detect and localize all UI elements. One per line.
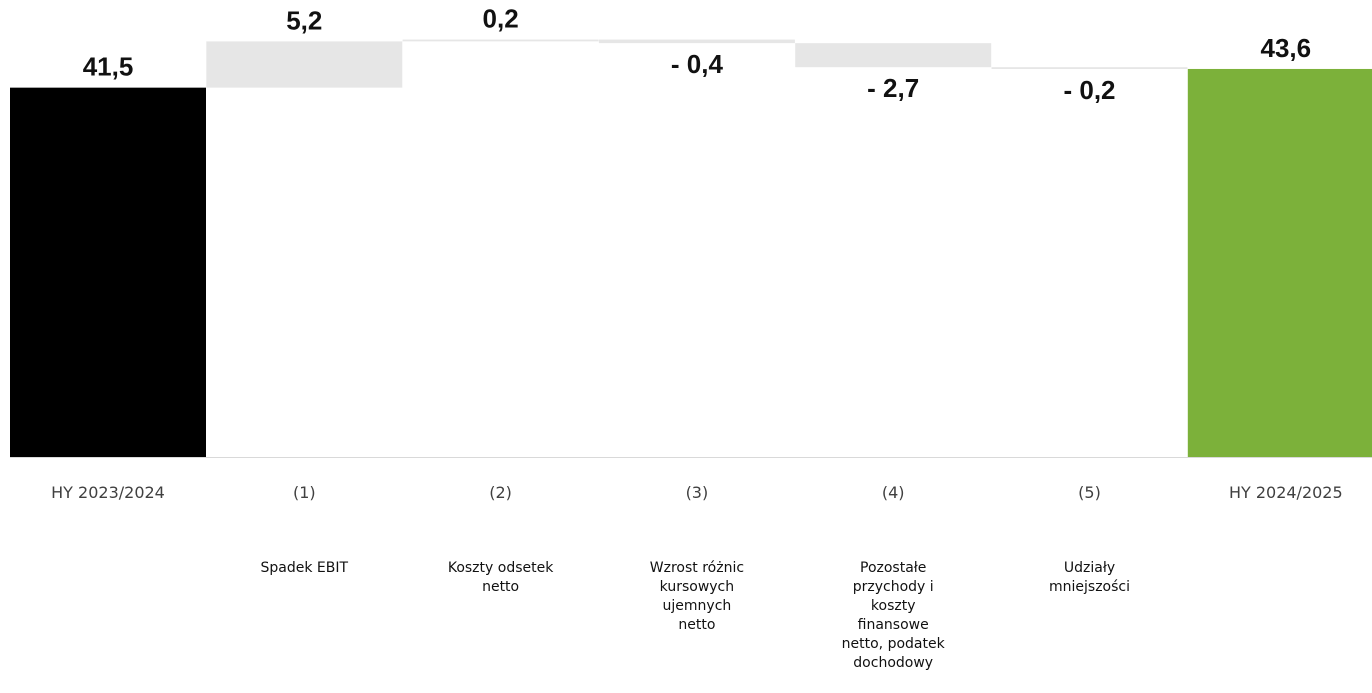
bar-7 (1187, 68, 1372, 458)
value-label-7: 43,6 (1260, 33, 1311, 63)
description-label-2-line-1: Spadek EBIT (261, 560, 349, 576)
category-label-3: (2) (489, 483, 512, 502)
category-label-1: HY 2023/2024 (51, 483, 165, 502)
description-label-5-line-3: koszty (871, 598, 916, 614)
description-labels-group: Spadek EBIT Koszty odsetek netto Wzrost róż… (261, 560, 1130, 671)
description-label-6-line-2: mniejszości (1049, 579, 1130, 595)
value-label-4: - 0,4 (671, 49, 724, 79)
bar-1 (10, 87, 206, 458)
description-label-3-line-2: netto (482, 579, 519, 595)
bars-group (10, 39, 1372, 458)
description-label-5-line-1: Pozostałe (860, 560, 926, 576)
description-label-5-line-5: netto, podatek (842, 636, 946, 652)
category-label-7: HY 2024/2025 (1229, 483, 1343, 502)
category-label-6: (5) (1078, 483, 1101, 502)
description-label-5-line-6: dochodowy (853, 655, 933, 671)
description-label-5-line-2: przychody i (853, 579, 934, 595)
description-label-4-line-4: netto (678, 617, 715, 633)
bar-6 (991, 67, 1188, 69)
description-label-3-line-1: Koszty odsetek (448, 560, 554, 576)
value-label-2: 5,2 (286, 5, 322, 35)
bar-5 (795, 43, 992, 68)
bar-3 (402, 39, 599, 42)
description-label-4-line-3: ujemnych (663, 598, 732, 614)
value-labels-group: 41,5 5,2 0,2 - 0,4 - 2,7 - 0,2 43,6 (83, 4, 1311, 105)
category-labels-group: HY 2023/2024 (1) (2) (3) (4) (5) HY 2024/2025 (51, 483, 1343, 502)
value-label-1: 41,5 (83, 52, 134, 82)
description-label-4-line-1: Wzrost różnic (650, 560, 744, 576)
value-label-3: 0,2 (483, 4, 519, 34)
value-label-6: - 0,2 (1063, 75, 1115, 105)
description-label-4-line-2: kursowych (660, 579, 734, 595)
value-label-5: - 2,7 (867, 73, 919, 103)
category-label-5: (4) (882, 483, 905, 502)
description-label-6-line-1: Udziały (1064, 560, 1115, 576)
bar-2 (206, 41, 403, 88)
category-label-4: (3) (686, 483, 709, 502)
category-label-2: (1) (293, 483, 316, 502)
bar-4 (598, 39, 795, 44)
description-label-5-line-4: finansowe (858, 617, 929, 633)
